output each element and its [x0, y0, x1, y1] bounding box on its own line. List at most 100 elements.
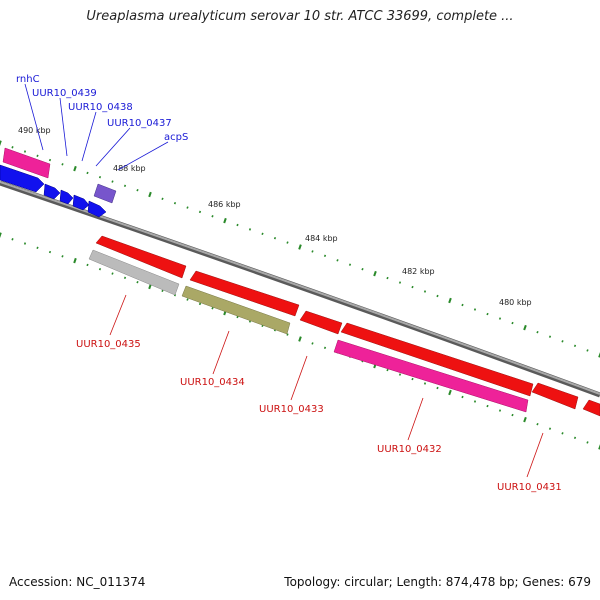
tick-mark [198, 302, 202, 306]
tick-mark [411, 377, 414, 381]
tick-mark [423, 382, 427, 385]
tick-mark [173, 201, 177, 205]
scale-label: 482 kbp [402, 267, 435, 276]
tick-mark [248, 228, 252, 231]
gene-UUR10_0438-b[interactable] [59, 189, 74, 205]
tick-mark [286, 333, 289, 336]
gene-label[interactable]: UUR10_0431 [497, 482, 562, 493]
gene-label[interactable]: UUR10_0433 [259, 404, 324, 415]
tick-mark [436, 386, 439, 390]
map-title: Ureaplasma urealyticum serovar 10 str. A… [86, 9, 514, 24]
tick-mark [448, 297, 452, 304]
tick-mark [573, 436, 577, 440]
tick-tracks [0, 140, 600, 450]
gene-rnhC[interactable] [2, 147, 51, 179]
gene-UUR10_0435[interactable] [95, 235, 187, 279]
tick-mark [473, 308, 477, 311]
tick-mark [61, 163, 64, 166]
tick-mark [98, 268, 102, 271]
tick-mark [523, 324, 527, 331]
gene-UUR10_0437[interactable] [72, 194, 90, 211]
tick-mark [161, 197, 164, 201]
tick-mark [298, 336, 302, 342]
leader-line [24, 83, 44, 151]
tick-mark [586, 441, 589, 444]
tick-mark [0, 232, 2, 238]
scale-label: 490 kbp [18, 126, 51, 135]
reverse-genes [88, 235, 600, 417]
scale-label: 486 kbp [208, 200, 241, 209]
tick-mark [23, 150, 27, 153]
tick-mark [498, 409, 502, 412]
tick-mark [598, 352, 600, 358]
genome-backbone [0, 180, 600, 398]
gene-label[interactable]: UUR10_0438 [68, 102, 133, 113]
gene-label[interactable]: UUR10_0435 [76, 339, 141, 350]
gene-UUR10_0439[interactable] [0, 164, 45, 193]
tick-mark [486, 404, 489, 408]
gene-UUR10_0433[interactable] [299, 310, 343, 335]
tick-mark [111, 180, 114, 183]
tick-mark [73, 257, 77, 264]
tick-mark [573, 344, 577, 348]
gene-UUR10_0435-gray[interactable] [88, 249, 180, 296]
leader-line [81, 111, 97, 162]
forward-genes [0, 147, 117, 218]
leader-line [117, 141, 169, 171]
gene-UUR10_0430[interactable] [582, 399, 600, 417]
tick-mark [448, 389, 452, 396]
tick-mark [261, 232, 264, 235]
gene-label[interactable]: UUR10_0434 [180, 377, 245, 388]
gene-UUR10_0432-magenta[interactable] [333, 339, 529, 413]
leader-line [526, 432, 544, 478]
gene-UUR10_0432[interactable] [340, 322, 534, 397]
tick-mark [398, 281, 402, 284]
tick-mark [386, 368, 389, 372]
tick-mark [323, 346, 327, 350]
tick-mark [11, 238, 14, 241]
genome-summary: Topology: circular; Length: 874,478 bp; … [284, 575, 591, 589]
gene-label[interactable]: UUR10_0437 [107, 118, 172, 129]
tick-mark [223, 217, 227, 224]
tick-mark [411, 285, 414, 289]
gene-label[interactable]: UUR10_0432 [377, 444, 442, 455]
tick-mark [48, 250, 52, 254]
accession-text: Accession: NC_011374 [9, 575, 146, 589]
gene-label[interactable]: acpS [164, 132, 188, 143]
tick-mark [348, 263, 352, 266]
tick-mark [73, 165, 77, 172]
gene-UUR10_0437-b[interactable] [87, 200, 107, 218]
gene-UUR10_0434-olive[interactable] [181, 285, 291, 335]
gene-label[interactable]: UUR10_0439 [32, 88, 97, 99]
tick-mark [536, 330, 539, 334]
tick-mark [186, 206, 189, 209]
tick-mark [323, 254, 327, 258]
tick-mark [548, 335, 552, 338]
tick-mark [236, 223, 239, 227]
gene-acpS[interactable] [93, 183, 117, 204]
tick-mark [36, 154, 39, 157]
tick-mark [61, 255, 64, 258]
gene-UUR10_0434[interactable] [189, 270, 300, 317]
tick-mark [0, 140, 2, 146]
tick-mark [523, 416, 527, 423]
tick-mark [211, 215, 214, 218]
reverse-gene-labels: UUR10_0435 UUR10_0434 UUR10_0433 UUR10_0… [76, 294, 562, 493]
tick-mark [186, 298, 189, 301]
gene-UUR10_0431[interactable] [531, 382, 579, 410]
tick-mark [23, 242, 27, 245]
tick-mark [111, 272, 114, 275]
tick-mark [373, 270, 377, 277]
gene-UUR10_0438-a[interactable] [43, 183, 61, 200]
tick-mark [136, 280, 139, 284]
tick-mark [436, 294, 439, 298]
tick-mark [36, 246, 39, 249]
gene-label[interactable]: rnhC [16, 74, 40, 85]
tick-mark [511, 413, 514, 417]
tick-mark [511, 321, 514, 325]
tick-mark [311, 250, 314, 253]
leader-line [290, 355, 308, 401]
tick-mark [461, 395, 464, 399]
tick-mark [161, 289, 164, 293]
